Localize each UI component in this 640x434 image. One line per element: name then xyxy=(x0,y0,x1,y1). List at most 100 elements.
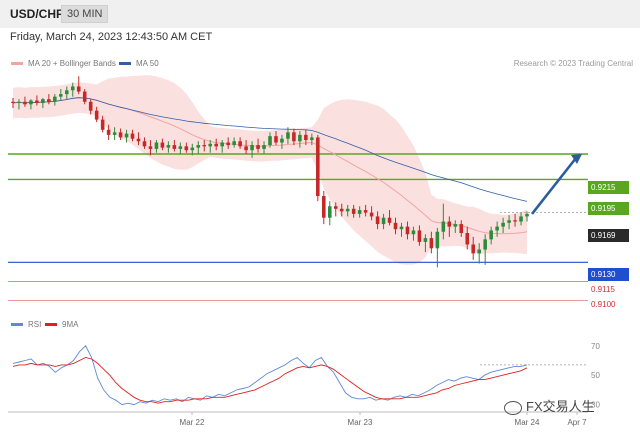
candle-body xyxy=(417,230,422,242)
level-badge-9195: 0.9195 xyxy=(588,202,629,215)
candle-body xyxy=(453,224,458,227)
candle-body xyxy=(519,216,523,222)
candle-body xyxy=(399,226,404,230)
rsi-y-tick-label: 70 xyxy=(591,342,600,351)
candle-body xyxy=(345,208,350,212)
level-label-9115: 0.9115 xyxy=(591,285,615,294)
watermark: FX交易人生 xyxy=(504,396,595,415)
candle-body xyxy=(274,136,278,143)
candle-body xyxy=(166,145,171,148)
candle-body xyxy=(268,136,272,146)
candle-body xyxy=(178,146,183,149)
candle-body xyxy=(82,91,87,102)
candle-body xyxy=(226,142,230,146)
candle-body xyxy=(286,132,290,139)
rsi-legend-9ma: 9MA xyxy=(45,320,78,329)
candle-body xyxy=(477,249,481,254)
candle-body xyxy=(375,216,380,225)
candle-body xyxy=(327,206,332,218)
rsi-legend-swatch-rsi xyxy=(11,323,23,327)
candle-body xyxy=(76,86,81,92)
watermark-text: FX交易人生 xyxy=(526,399,595,414)
bollinger-band xyxy=(13,75,527,265)
candle-body xyxy=(41,99,45,104)
legend-swatch-ma20 xyxy=(11,62,23,66)
x-tick-label: Mar 24 xyxy=(515,418,540,427)
chart-datetime: Friday, March 24, 2023 12:43:50 AM CET xyxy=(10,31,213,43)
candle-body xyxy=(357,210,362,214)
candle-body xyxy=(196,145,201,148)
candle-body xyxy=(316,137,320,197)
candle-body xyxy=(387,217,392,223)
candle-body xyxy=(208,143,213,147)
projection-arrow-head xyxy=(571,154,582,164)
candle-body xyxy=(298,134,302,142)
candle-body xyxy=(106,129,111,135)
x-tick-label: Mar 23 xyxy=(348,418,373,427)
candle-body xyxy=(11,101,15,104)
legend-ma20-bollinger: MA 20 + Bollinger Bands xyxy=(11,59,116,68)
candle-body xyxy=(381,217,386,225)
rsi-legend-label-9ma: 9MA xyxy=(62,320,79,329)
candle-body xyxy=(489,230,493,240)
candle-body xyxy=(423,238,428,242)
candle-body xyxy=(244,146,248,151)
candles xyxy=(11,76,529,268)
rsi-legend-label-rsi: RSI xyxy=(28,320,42,329)
candle-body xyxy=(250,145,254,151)
candle-body xyxy=(393,222,398,230)
candle-body xyxy=(64,90,69,95)
rsi-y-tick-label: 50 xyxy=(591,371,600,380)
candle-body xyxy=(435,231,440,249)
candle-body xyxy=(220,142,224,147)
candle-body xyxy=(429,238,434,249)
candle-body xyxy=(124,133,129,138)
wechat-icon xyxy=(504,400,522,415)
candle-body xyxy=(280,138,284,143)
candle-body xyxy=(238,141,242,147)
candle-body xyxy=(441,221,446,232)
candle-body xyxy=(112,132,117,135)
candle-body xyxy=(172,145,177,149)
candle-body xyxy=(256,145,260,149)
candle-body xyxy=(495,226,499,231)
header-bar: USD/CHF 30 MIN xyxy=(0,0,640,28)
candle-body xyxy=(190,147,195,151)
candle-body xyxy=(333,206,338,209)
rsi-series-9ma xyxy=(12,357,528,404)
level-label-9100: 0.9100 xyxy=(591,300,616,309)
rsi-legend-swatch-9ma xyxy=(45,323,57,327)
candle-body xyxy=(88,101,93,111)
candle-body xyxy=(292,132,296,142)
candle-body xyxy=(118,132,123,138)
candle-body xyxy=(47,99,51,102)
candle-body xyxy=(160,142,165,148)
candle-body xyxy=(232,141,236,146)
candle-body xyxy=(405,226,410,235)
legend-label-ma50: MA 50 xyxy=(136,59,159,68)
legend-swatch-ma50 xyxy=(119,62,131,66)
legend-label-ma20: MA 20 + Bollinger Bands xyxy=(28,59,116,68)
legend-ma50: MA 50 xyxy=(119,59,159,68)
candle-body xyxy=(465,233,470,245)
candle-body xyxy=(184,146,189,151)
candle-body xyxy=(339,208,344,212)
rsi-series-rsi xyxy=(12,345,528,406)
candle-body xyxy=(59,94,63,97)
candle-body xyxy=(310,137,314,140)
candle-body xyxy=(202,145,207,147)
x-tick-label: Apr 7 xyxy=(567,418,587,427)
timeframe-button[interactable]: 30 MIN xyxy=(61,5,109,23)
candle-body xyxy=(70,86,75,91)
candle-body xyxy=(35,100,39,104)
candle-body xyxy=(17,101,21,104)
candle-body xyxy=(322,196,326,218)
ma50-line xyxy=(12,97,528,202)
candle-body xyxy=(369,212,374,217)
candle-body xyxy=(483,239,487,250)
candle-body xyxy=(142,141,147,147)
candle-body xyxy=(94,110,99,120)
candle-body xyxy=(363,210,368,213)
candle-body xyxy=(53,96,57,102)
candle-body xyxy=(507,220,511,223)
